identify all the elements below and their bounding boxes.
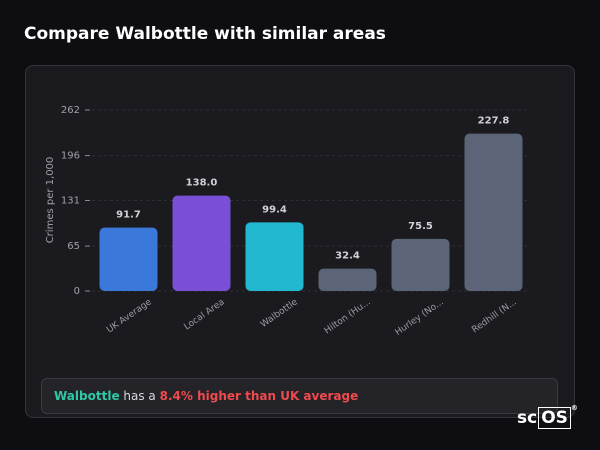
- y-tick-label: 196: [61, 151, 80, 162]
- bar: [391, 238, 450, 291]
- y-tick-label: 0: [74, 286, 80, 297]
- y-tick-label: 131: [61, 196, 80, 207]
- x-tick-label: Walbottle: [259, 297, 300, 330]
- bar: [464, 133, 523, 291]
- y-tick-label: 65: [67, 241, 80, 252]
- x-tick-label: Local Area: [182, 297, 226, 332]
- logo-right: OS: [538, 407, 571, 429]
- y-axis-label: Crimes per 1,000: [45, 157, 56, 244]
- logo-left: sc: [517, 408, 538, 428]
- value-label: 99.4: [262, 204, 287, 215]
- bar: [318, 268, 377, 291]
- summary-area: Walbottle: [54, 389, 120, 403]
- value-label: 75.5: [408, 221, 433, 232]
- value-label: 91.7: [116, 210, 141, 221]
- value-label: 32.4: [335, 251, 360, 262]
- logo-mark: ®: [570, 404, 578, 412]
- chart-title: Compare Walbottle with similar areas: [24, 24, 386, 44]
- x-tick-label: UK Average: [105, 297, 154, 335]
- x-tick-label: Hurley (No...: [394, 297, 446, 338]
- summary: Walbottle has a 8.4% higher than UK aver…: [41, 378, 558, 414]
- summary-highlight: 8.4% higher than UK average: [159, 389, 359, 403]
- bar: [99, 227, 158, 291]
- bar: [245, 222, 304, 291]
- value-label: 227.8: [478, 116, 510, 127]
- value-label: 138.0: [186, 178, 218, 189]
- x-tick-label: Redhill (N...: [470, 297, 518, 335]
- logo: sc OS ®: [517, 404, 578, 429]
- summary-text: has a: [123, 389, 156, 403]
- bar: [172, 195, 231, 291]
- y-tick-label: 262: [61, 105, 80, 116]
- x-tick-label: Hilton (Hu...: [323, 297, 373, 336]
